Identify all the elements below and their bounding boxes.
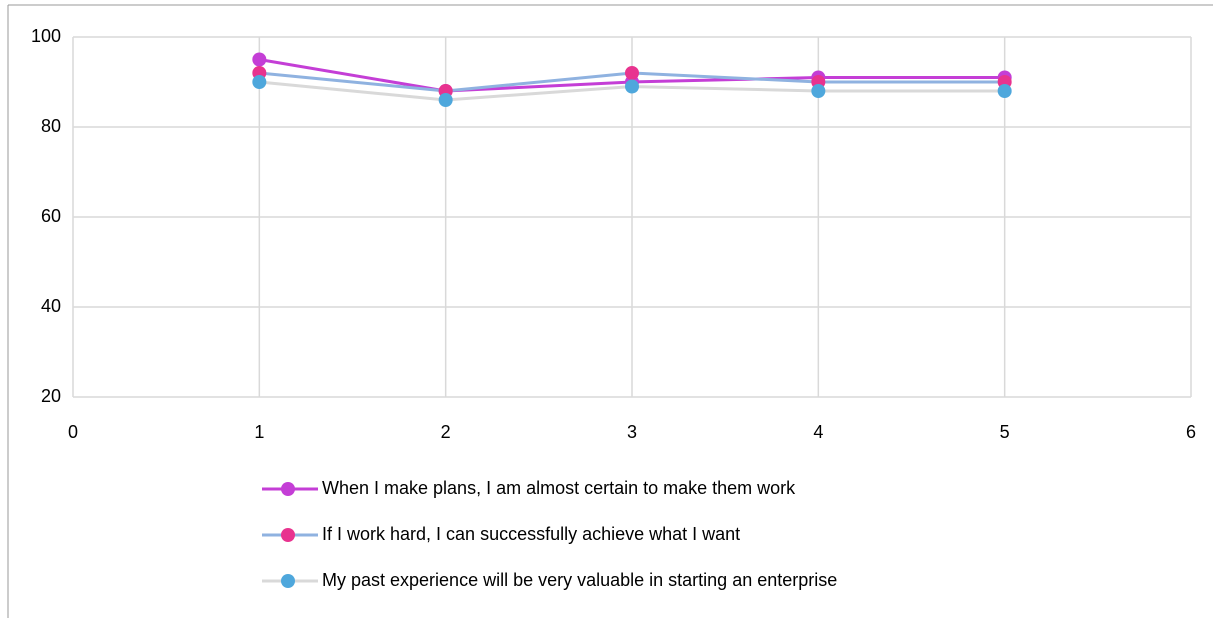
marker <box>252 75 267 89</box>
marker <box>625 79 639 94</box>
y-tick-label: 60 <box>41 206 61 226</box>
marker <box>252 52 267 67</box>
x-tick-label: 0 <box>68 422 78 442</box>
x-tick-label: 2 <box>441 422 451 442</box>
legend-label: When I make plans, I am almost certain t… <box>322 478 796 498</box>
x-tick-label: 4 <box>813 422 823 442</box>
x-tick-label: 3 <box>627 422 637 442</box>
marker <box>997 84 1012 98</box>
marker <box>438 93 453 107</box>
y-tick-label: 40 <box>41 296 61 316</box>
legend-marker <box>281 482 295 496</box>
x-tick-label: 1 <box>254 422 264 442</box>
legend-marker <box>281 528 295 542</box>
marker <box>625 66 639 80</box>
x-tick-label: 6 <box>1186 422 1196 442</box>
x-tick-label: 5 <box>1000 422 1010 442</box>
marker <box>811 84 826 98</box>
y-tick-label: 20 <box>41 386 61 406</box>
y-tick-label: 100 <box>31 26 61 46</box>
legend-marker <box>281 574 295 588</box>
y-tick-label: 80 <box>41 116 61 136</box>
legend-label: If I work hard, I can successfully achie… <box>322 524 740 544</box>
legend-label: My past experience will be very valuable… <box>322 570 837 590</box>
